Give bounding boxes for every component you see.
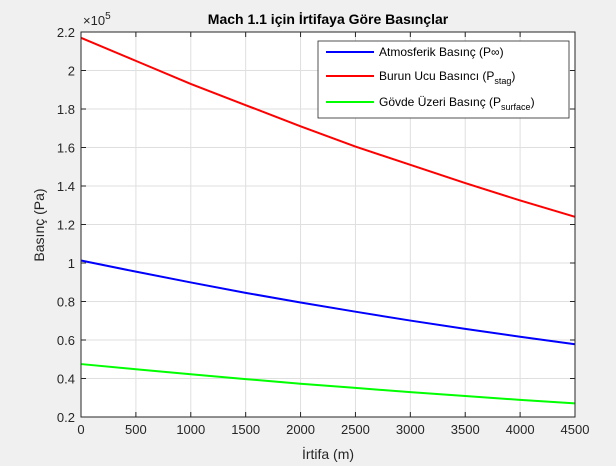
y-tick-label: 1.4 [57, 179, 75, 194]
y-tick-label: 0.6 [57, 333, 75, 348]
x-tick-label: 1000 [176, 422, 205, 437]
y-tick-label: 1 [68, 256, 75, 271]
y-tick-label: 2 [68, 64, 75, 79]
y-tick-label: 1.8 [57, 102, 75, 117]
y-tick-label: 1.6 [57, 141, 75, 156]
x-tick-label: 1500 [231, 422, 260, 437]
y-tick-label: 0.4 [57, 372, 75, 387]
x-tick-label: 4000 [506, 422, 535, 437]
y-exponent-base: ×10 [83, 13, 105, 28]
legend-box [317, 40, 570, 119]
series-line-2 [80, 363, 576, 405]
x-tick-label: 2500 [341, 422, 370, 437]
y-tick-label: 0.8 [57, 295, 75, 310]
chart-title: Mach 1.1 için İrtifaya Göre Basınçlar [208, 11, 449, 27]
y-axis-label: Basınç (Pa) [31, 188, 47, 261]
y-tick-label: 0.2 [57, 410, 75, 425]
y-tick-label: 1.2 [57, 218, 75, 233]
x-axis-label: İrtifa (m) [302, 445, 354, 462]
x-tick-label: 500 [125, 422, 147, 437]
series-line-1 [80, 36, 576, 218]
x-tick-label: 2000 [286, 422, 315, 437]
ticks: 0 500 1000 1500 2000 2500 3000 3500 4000 4500 0.2 0… [57, 25, 590, 437]
x-tick-label: 3500 [451, 422, 480, 437]
series-line-0 [80, 259, 576, 346]
y-exponent-label: ×105 [83, 11, 111, 28]
series-lines [80, 36, 576, 405]
x-tick-label: 4500 [561, 422, 590, 437]
x-tick-label: 0 [77, 422, 84, 437]
legend-label-1: Burun Ucu Basıncı (Pstag) [379, 69, 515, 86]
x-tick-label: 3000 [396, 422, 425, 437]
legend: Atmosferik Basınç (P∞) Burun Ucu Basıncı … [317, 40, 570, 119]
y-tick-label: 2.2 [57, 25, 75, 40]
legend-label-2: Gövde Üzeri Basınç (Psurface) [379, 95, 535, 112]
y-exponent-power: 5 [105, 11, 111, 22]
legend-label-0: Atmosferik Basınç (P∞) [379, 45, 504, 59]
